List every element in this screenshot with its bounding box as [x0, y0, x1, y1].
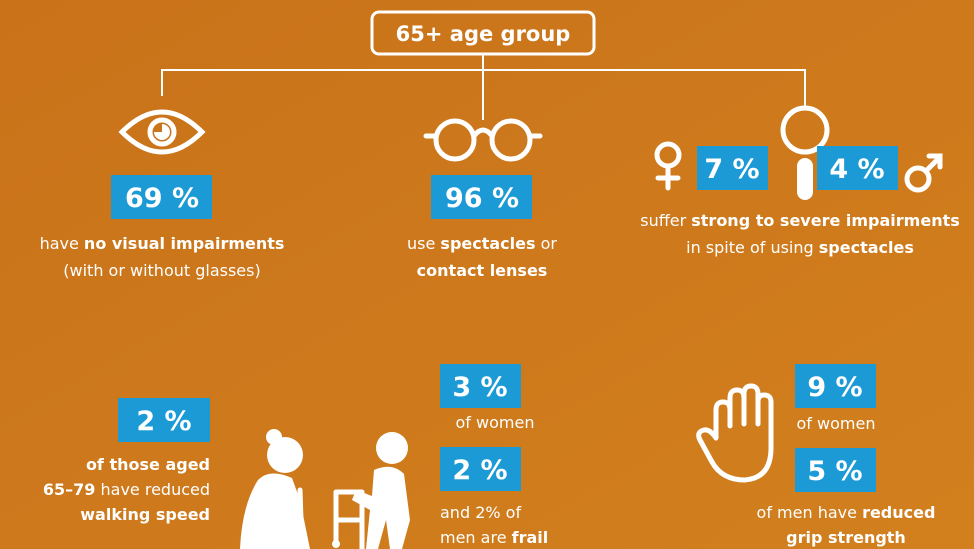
male-symbol: [904, 153, 943, 193]
text-run: no visual impairments: [84, 234, 285, 253]
elderly-man-walker-icon: [332, 432, 410, 549]
text-run: men are: [440, 528, 512, 547]
text-run: suffer: [640, 211, 691, 230]
text-run: walking speed: [80, 505, 210, 524]
caption: of those aged: [86, 455, 210, 474]
caption: men are frail: [440, 528, 548, 547]
caption: walking speed: [80, 505, 210, 524]
text-run: of men have: [757, 503, 863, 522]
badge-text: 5 %: [807, 456, 862, 487]
caption: use spectacles or: [407, 234, 557, 253]
badge: [795, 448, 876, 492]
caption: contact lenses: [417, 261, 548, 280]
text-run: 65–79: [43, 480, 96, 499]
text-run: of women: [797, 414, 876, 433]
badge-text: 9 %: [807, 372, 862, 403]
badge-text: 96 %: [445, 183, 519, 214]
magnifier-icon: [780, 105, 830, 200]
badge-text: 7 %: [704, 154, 759, 185]
text-run: grip strength: [786, 528, 906, 547]
text-run: spectacles: [819, 238, 914, 257]
badge-text: 4 %: [829, 154, 884, 185]
text-run: in spite of using: [686, 238, 819, 257]
caption: have no visual impairments: [40, 234, 285, 253]
caption: of men have reduced: [757, 503, 936, 522]
caption: and 2% of: [440, 503, 521, 522]
caption: of women: [456, 413, 535, 432]
badge: [440, 364, 521, 408]
badge: [431, 175, 532, 219]
text-run: and 2% of: [440, 503, 521, 522]
text-run: have: [40, 234, 84, 253]
badge: [118, 398, 210, 442]
badge: [111, 175, 212, 219]
caption: suffer strong to severe impairments: [640, 211, 960, 230]
badge-text: 2 %: [136, 406, 191, 437]
connector: [161, 54, 806, 120]
badge-text: 2 %: [452, 455, 507, 486]
badge-text: 3 %: [452, 372, 507, 403]
glasses-icon: [423, 118, 543, 162]
caption: 65–79 have reduced: [43, 480, 210, 499]
badge: [440, 447, 521, 491]
title: 65+ age group: [396, 22, 571, 46]
text-run: have reduced: [95, 480, 210, 499]
text-run: of those aged: [86, 455, 210, 474]
badge: [817, 146, 898, 190]
text-run: or: [536, 234, 558, 253]
female-symbol: [654, 141, 682, 191]
text-run: frail: [512, 528, 549, 547]
elderly-woman-icon: [240, 429, 310, 549]
caption: (with or without glasses): [63, 261, 260, 280]
text-run: spectacles: [440, 234, 535, 253]
badge: [795, 364, 876, 408]
caption: in spite of using spectacles: [686, 238, 914, 257]
text-run: reduced: [862, 503, 935, 522]
text-run: contact lenses: [417, 261, 548, 280]
text-run: (with or without glasses): [63, 261, 260, 280]
badge: [697, 146, 768, 190]
badge-text: 69 %: [125, 183, 199, 214]
text-run: of women: [456, 413, 535, 432]
hand-icon: [696, 383, 774, 483]
caption: of women: [797, 414, 876, 433]
text-run: strong to severe impairments: [691, 211, 960, 230]
eye-icon: [118, 109, 206, 155]
caption: grip strength: [786, 528, 906, 547]
text-run: use: [407, 234, 440, 253]
